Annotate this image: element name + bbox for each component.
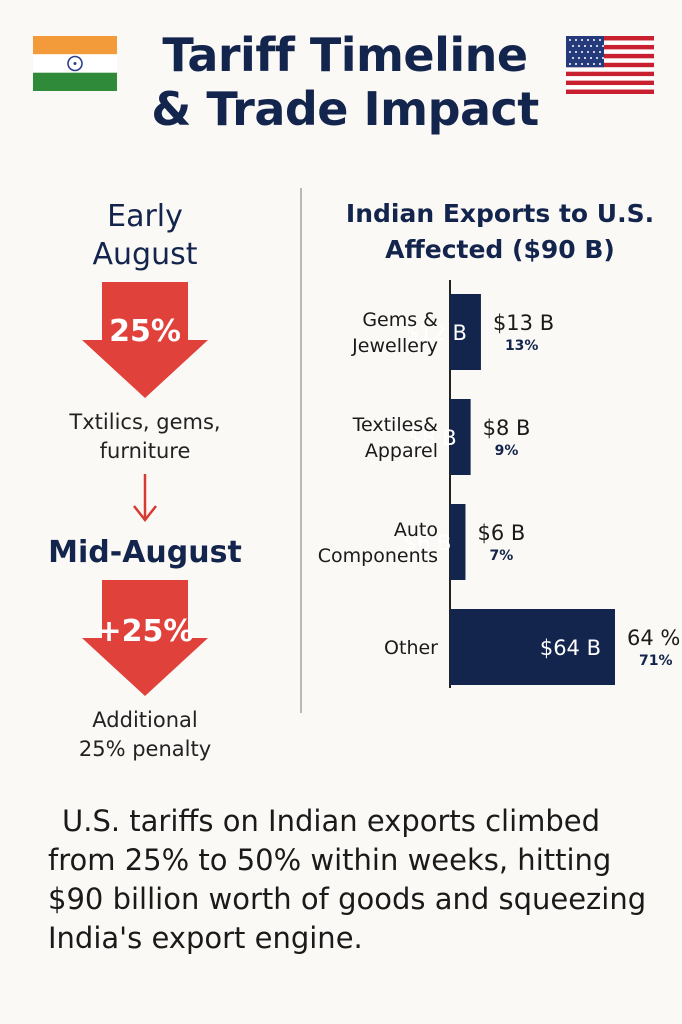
early-title-line-1: Early bbox=[107, 199, 183, 234]
side-value-label-2: $6 B bbox=[477, 521, 525, 545]
category-label-0-1: Jewellery bbox=[351, 335, 438, 357]
summary-line-4: India's export engine. bbox=[48, 921, 363, 955]
bar-3 bbox=[450, 609, 615, 685]
mid-description: Additional 25% penalty bbox=[40, 706, 250, 764]
mid-rate-label: +25% bbox=[96, 614, 194, 649]
title-line-1: Tariff Timeline bbox=[162, 28, 528, 82]
title-line-2: & Trade Impact bbox=[151, 82, 539, 136]
india-flag-icon bbox=[33, 36, 117, 91]
exports-bar-chart: $12 B $13 B 13% Gems & Jewellery $8 B $8 B 9% Te… bbox=[318, 280, 680, 688]
side-value-label-0: $13 B bbox=[493, 311, 554, 335]
side-value-label-1: $8 B bbox=[483, 416, 531, 440]
mid-desc-line-1: Additional bbox=[92, 708, 198, 732]
early-desc-line-2: furniture bbox=[99, 439, 191, 463]
usa-flag-icon bbox=[566, 36, 654, 95]
down-arrow-icon bbox=[133, 474, 157, 523]
side-percent-label-2: 7% bbox=[489, 548, 513, 564]
category-label-3-0: Other bbox=[384, 637, 438, 659]
bar-value-label-0: $12 B bbox=[406, 321, 467, 345]
summary-line-1: U.S. tariffs on Indian exports climbed bbox=[62, 804, 601, 838]
category-label-0-0: Gems & bbox=[362, 309, 438, 331]
mid-august-heading: Mid-August bbox=[48, 535, 242, 570]
bar-0 bbox=[450, 294, 481, 370]
side-percent-label-0: 13% bbox=[505, 338, 539, 354]
page-title: Tariff Timeline & Trade Impact bbox=[120, 28, 570, 136]
early-august-heading: Early August bbox=[40, 198, 250, 274]
chart-title-line-1: Indian Exports to U.S. bbox=[345, 199, 655, 228]
early-rate-label: 25% bbox=[109, 314, 181, 349]
bar-value-label-2: $6 B bbox=[404, 531, 452, 555]
mid-desc-line-2: 25% penalty bbox=[78, 737, 212, 761]
chart-title: Indian Exports to U.S. Affected ($90 B) bbox=[330, 196, 670, 268]
bar-value-label-3: $64 B bbox=[540, 636, 601, 660]
column-divider bbox=[300, 188, 302, 713]
bar-value-label-1: $8 B bbox=[409, 426, 457, 450]
side-percent-label-1: 9% bbox=[495, 443, 519, 459]
bar-2 bbox=[450, 504, 466, 580]
summary-line-3: $90 billion worth of goods and squeezing bbox=[48, 882, 647, 916]
category-label-1-1: Apparel bbox=[365, 440, 438, 462]
category-label-1-0: Textiles& bbox=[352, 414, 439, 436]
early-desc-line-1: Txtilics, gems, bbox=[69, 410, 221, 434]
summary-line-2: from 25% to 50% within weeks, hitting bbox=[48, 843, 612, 877]
early-title-line-2: August bbox=[92, 237, 198, 272]
side-percent-label-3: 71% bbox=[639, 653, 673, 669]
mid-tariff-arrow-icon bbox=[82, 580, 208, 696]
chart-title-line-2: Affected ($90 B) bbox=[385, 235, 615, 264]
category-label-2-0: Auto bbox=[394, 519, 438, 541]
side-value-label-3: 64 % bbox=[627, 626, 680, 650]
category-label-2-1: Components bbox=[318, 545, 438, 567]
summary-text: U.S. tariffs on Indian exports climbed f… bbox=[48, 802, 658, 958]
early-tariff-arrow-icon bbox=[82, 282, 208, 398]
early-description: Txtilics, gems, furniture bbox=[40, 408, 250, 466]
bar-1 bbox=[450, 399, 471, 475]
